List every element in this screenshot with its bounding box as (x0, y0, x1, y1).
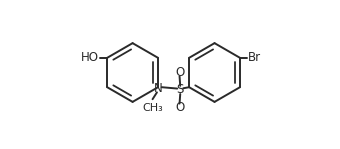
Text: HO: HO (81, 51, 99, 64)
Text: O: O (175, 101, 184, 114)
Text: O: O (175, 66, 184, 79)
Text: S: S (176, 83, 184, 96)
Text: N: N (154, 82, 163, 95)
Text: Br: Br (248, 51, 261, 64)
Text: CH₃: CH₃ (142, 103, 163, 113)
